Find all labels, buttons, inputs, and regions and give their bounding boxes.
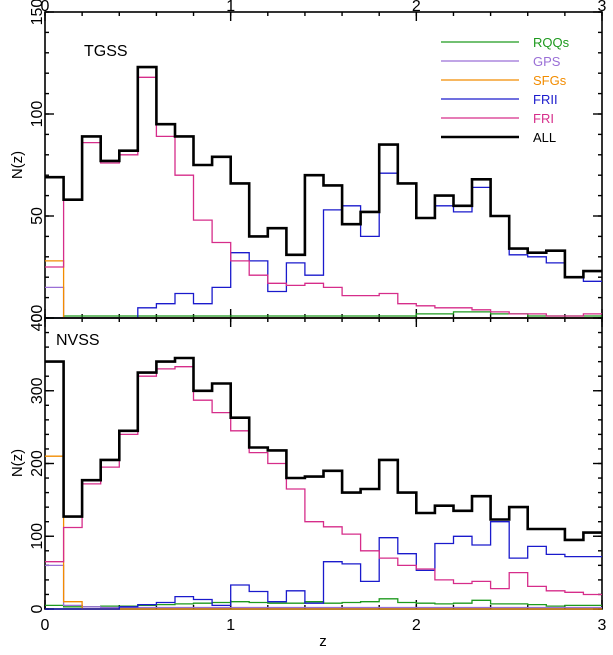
series-frii (45, 172, 602, 319)
bottom-panel-title: NVSS (56, 332, 100, 349)
x-tick-label: 0 (41, 617, 50, 634)
top-y-axis-label: N(z) (9, 151, 26, 179)
bottom-ticks: 0 1 2 3 0 100 200 300 400 (29, 305, 607, 634)
y-tick-label: 50 (29, 207, 46, 225)
y-tick-label: 0 (29, 313, 46, 322)
y-tick-label: 0 (29, 604, 46, 613)
series-all (45, 356, 602, 542)
y-tick-label: 300 (29, 377, 46, 404)
legend-label-sfgs: SFGs (533, 73, 567, 88)
x-tick-label-top: 0 (41, 0, 50, 15)
series-frii (45, 521, 602, 610)
x-tick-label-top: 3 (598, 0, 607, 15)
top-panel-title: TGSS (84, 43, 128, 60)
x-tick-label: 3 (598, 617, 607, 634)
y-tick-label: 400 (29, 305, 46, 332)
x-tick-label: 2 (412, 617, 421, 634)
legend-label-all: ALL (533, 130, 556, 145)
bottom-y-axis-label: N(z) (9, 449, 26, 477)
x-tick-label-top: 2 (412, 0, 421, 15)
y-tick-label: 100 (29, 101, 46, 128)
x-tick-label-top: 1 (226, 0, 235, 15)
top-panel: 0 1 2 3 0 50 100 150 TGSS N(z) RQQs GPS SFGs FRII F… (9, 0, 607, 322)
legend-label-frii: FRII (533, 92, 558, 107)
y-tick-label: 100 (29, 523, 46, 550)
y-tick-label: 200 (29, 450, 46, 477)
legend-label-fri: FRI (533, 111, 554, 126)
bottom-series-group (45, 356, 602, 610)
legend-label-gps: GPS (533, 54, 561, 69)
y-tick-label: 150 (29, 0, 46, 25)
x-tick-label: 1 (226, 617, 235, 634)
legend: RQQs GPS SFGs FRII FRI ALL (441, 35, 570, 145)
series-fri (45, 76, 602, 317)
bottom-x-axis-label: z (319, 633, 327, 650)
legend-label-rqqs: RQQs (533, 35, 570, 50)
series-all (45, 65, 602, 279)
top-series-group (45, 65, 602, 319)
series-fri (45, 366, 602, 596)
series-rqqs (45, 311, 602, 319)
bottom-panel: 0 1 2 3 0 100 200 300 400 NVSS N(z) z (9, 305, 607, 650)
series-gps (45, 564, 602, 609)
